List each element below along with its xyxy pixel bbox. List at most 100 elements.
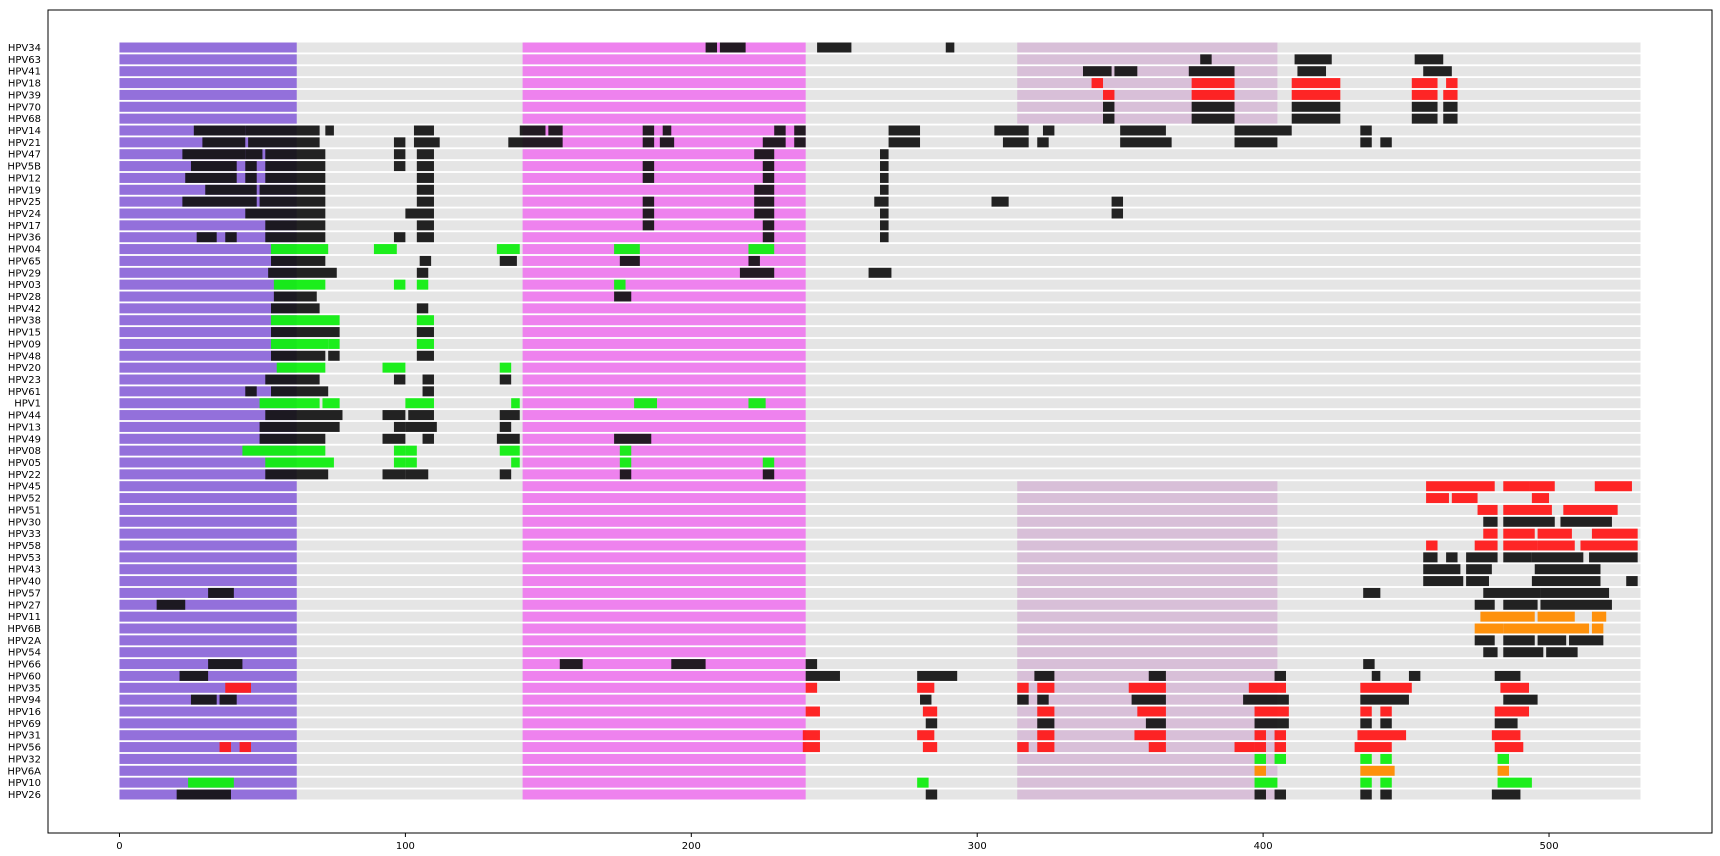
region-1-HPV27 — [522, 599, 806, 610]
region-0-HPV15 — [119, 327, 297, 338]
row-label-HPV56: HPV56 — [8, 743, 41, 754]
mark-HPV15-1 — [416, 327, 434, 338]
row-label-HPV23: HPV23 — [8, 375, 41, 386]
mark-HPV29-3 — [868, 267, 892, 278]
mark-HPV14-6 — [642, 125, 655, 136]
region-2-HPV58 — [1017, 540, 1278, 551]
mark-HPV14-9 — [794, 125, 806, 136]
region-2-HPV26 — [1017, 789, 1278, 800]
region-1-HPV17 — [522, 220, 806, 231]
row-label-HPV22: HPV22 — [8, 470, 41, 481]
row-label-HPV10: HPV10 — [8, 778, 41, 789]
mark-HPV28-1 — [614, 291, 632, 302]
mark-HPV56-6 — [1148, 742, 1166, 753]
region-0-HPV03 — [119, 279, 297, 290]
mark-HPV16-1 — [922, 706, 938, 717]
mark-HPV24-2 — [642, 208, 655, 219]
region-0-HPV27 — [119, 599, 297, 610]
track-HPV40 — [119, 576, 1641, 587]
mark-HPV26-4 — [1360, 789, 1372, 800]
mark-HPV13-2 — [405, 421, 437, 432]
region-2-HPV51 — [1017, 504, 1278, 515]
mark-HPV65-4 — [748, 255, 760, 266]
mark-HPV66-3 — [805, 659, 818, 670]
region-1-HPV60 — [522, 670, 806, 681]
row-label-HPV40: HPV40 — [8, 577, 41, 588]
region-2-HPV11 — [1017, 611, 1278, 622]
mark-HPV70-2 — [1291, 101, 1341, 112]
mark-HPV94-8 — [1503, 694, 1538, 705]
mark-HPV16-4 — [1254, 706, 1289, 717]
mark-HPV70-0 — [1103, 101, 1115, 112]
mark-HPV44-1 — [382, 410, 406, 421]
mark-HPV19-3 — [754, 184, 775, 195]
region-1-HPV05 — [522, 457, 806, 468]
mark-HPV36-2 — [265, 232, 326, 243]
mark-HPV22-5 — [762, 469, 775, 480]
region-2-HPV43 — [1017, 564, 1278, 575]
region-1-HPV56 — [522, 742, 806, 753]
mark-HPV56-10 — [1354, 742, 1392, 753]
region-1-HPV09 — [522, 338, 806, 349]
mark-HPV49-0 — [259, 433, 326, 444]
mark-HPV26-3 — [1274, 789, 1286, 800]
mark-HPV16-2 — [1037, 706, 1055, 717]
mark-HPV14-0 — [193, 125, 246, 136]
row-label-HPV68: HPV68 — [8, 114, 41, 125]
mark-HPV21-7 — [762, 137, 786, 148]
mark-HPV35-5 — [1128, 682, 1166, 693]
mark-HPV35-3 — [1017, 682, 1029, 693]
mark-HPV03-1 — [393, 279, 406, 290]
region-0-HPV49 — [119, 433, 297, 444]
mark-HPV05-5 — [762, 457, 775, 468]
mark-HPV41-0 — [1082, 66, 1112, 77]
mark-HPV25-0 — [182, 196, 257, 207]
region-0-HPV68 — [119, 113, 297, 124]
mark-HPV21-11 — [1037, 137, 1049, 148]
mark-HPV60-2 — [917, 670, 958, 681]
mark-HPV21-13 — [1234, 137, 1278, 148]
x-tick-label-0: 0 — [116, 841, 122, 852]
mark-HPV10-2 — [1254, 777, 1278, 788]
region-1-HPV34 — [522, 42, 806, 53]
mark-HPV16-6 — [1380, 706, 1392, 717]
region-0-HPV54 — [119, 647, 297, 658]
region-2-HPV54 — [1017, 647, 1278, 658]
row-label-HPV39: HPV39 — [8, 90, 41, 101]
region-1-HPV63 — [522, 54, 806, 65]
mark-HPV25-5 — [874, 196, 889, 207]
region-1-HPV29 — [522, 267, 806, 278]
mark-HPV70-3 — [1411, 101, 1438, 112]
mark-HPV57-3 — [1540, 587, 1610, 598]
mark-HPV36-1 — [225, 232, 237, 243]
region-2-HPV57 — [1017, 587, 1278, 598]
mark-HPV56-0 — [219, 742, 231, 753]
mark-HPV51-0 — [1477, 504, 1498, 515]
track-HPV11 — [119, 611, 1641, 622]
row-label-HPV57: HPV57 — [8, 588, 41, 599]
mark-HPV65-0 — [271, 255, 326, 266]
mark-HPV43-0 — [1423, 564, 1461, 575]
track-HPV45 — [119, 481, 1641, 492]
mark-HPV58-3 — [1537, 540, 1575, 551]
mark-HPV68-3 — [1411, 113, 1438, 124]
mark-HPV35-7 — [1360, 682, 1412, 693]
track-HPV20 — [119, 362, 1641, 373]
mark-HPV29-0 — [268, 267, 337, 278]
mark-HPV45-1 — [1503, 481, 1530, 492]
mark-HPV94-4 — [1037, 694, 1049, 705]
mark-HPV49-1 — [382, 433, 406, 444]
region-1-HPV41 — [522, 66, 806, 77]
mark-HPV12-1 — [245, 172, 257, 183]
mark-HPV35-2 — [917, 682, 935, 693]
region-0-HPV40 — [119, 576, 297, 587]
mark-HPV44-3 — [499, 410, 520, 421]
mark-HPV5B-7 — [880, 161, 889, 172]
region-0-HPV38 — [119, 315, 297, 326]
mark-HPV45-2 — [1529, 481, 1555, 492]
region-2-HPV63 — [1017, 54, 1278, 65]
mark-HPV65-2 — [499, 255, 517, 266]
track-HPV6B — [119, 623, 1641, 634]
mark-HPV04-3 — [614, 244, 640, 255]
mark-HPV51-2 — [1563, 504, 1618, 515]
